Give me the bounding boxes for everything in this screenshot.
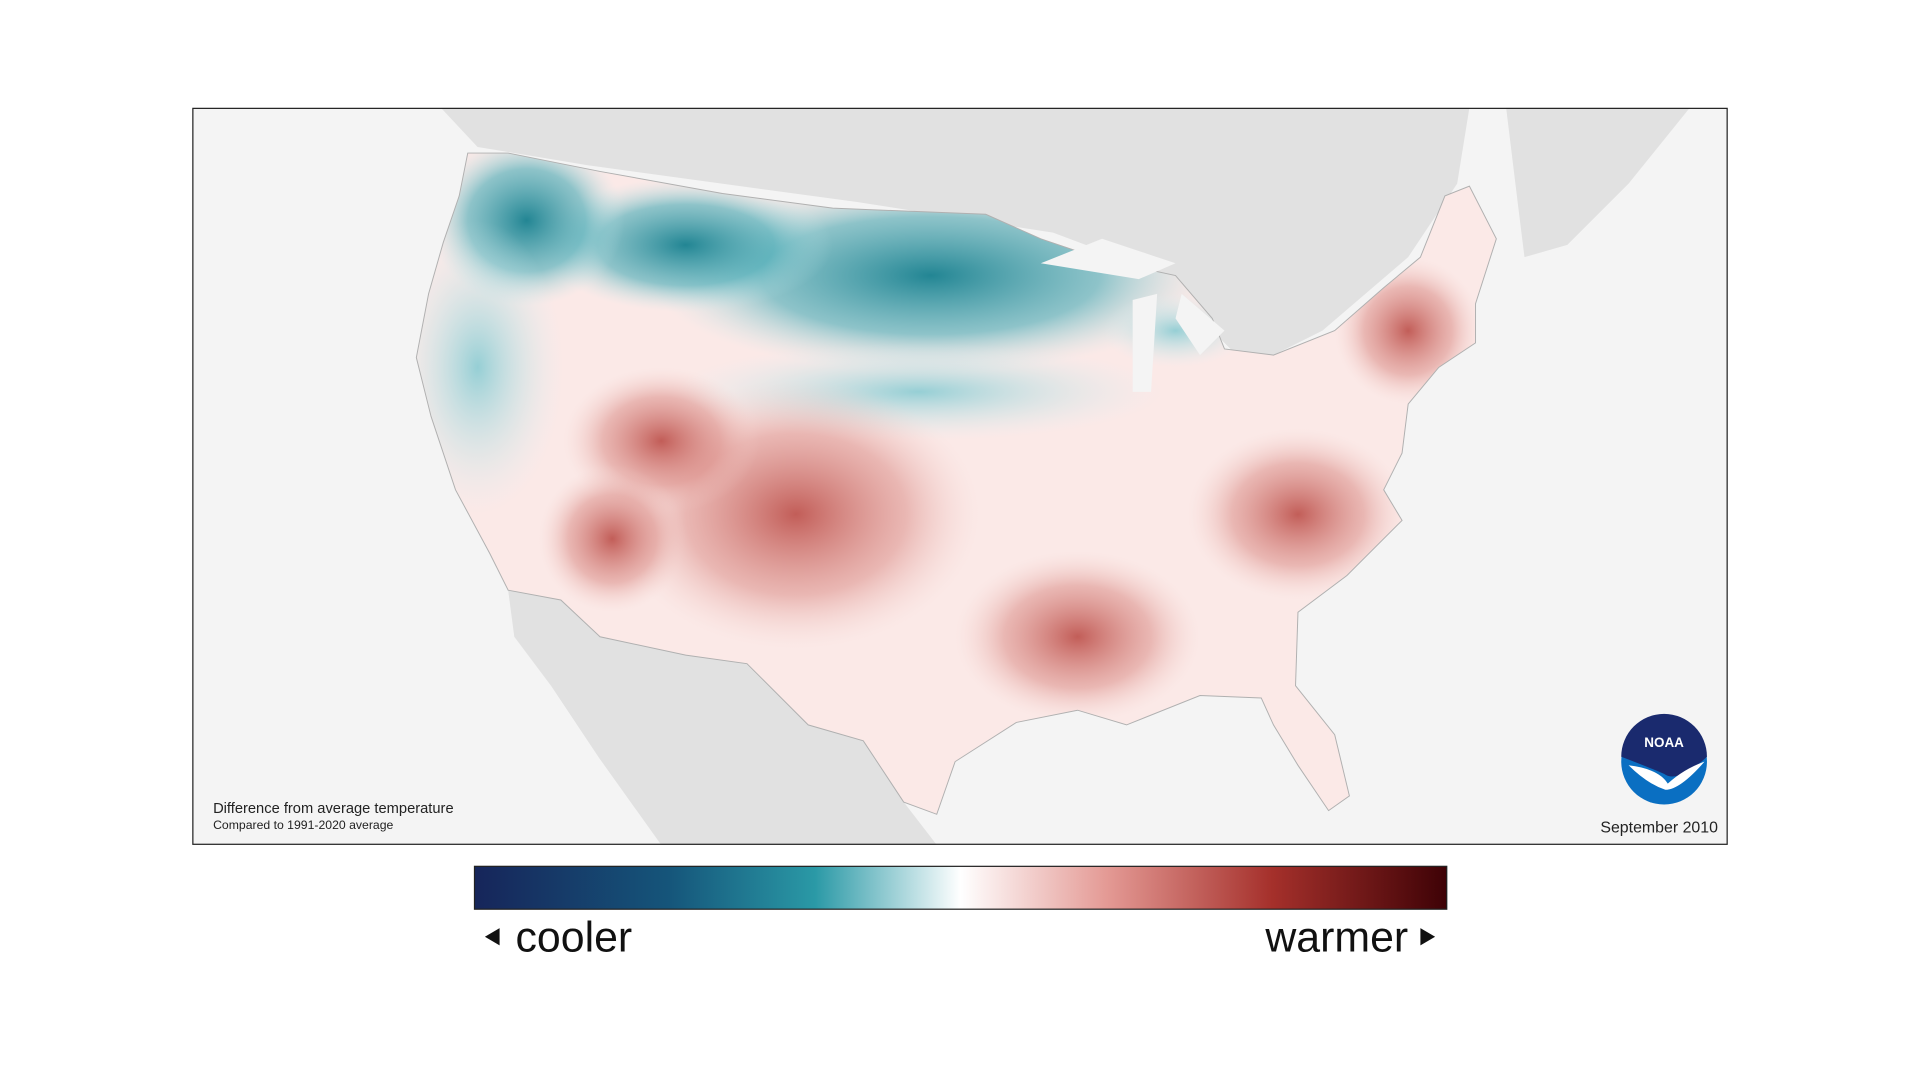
legend-low: cooler: [516, 913, 633, 961]
color-bar: [473, 865, 1448, 910]
canada: [440, 107, 1470, 368]
lake-michigan: [1132, 293, 1158, 392]
caption-title: Difference from average temperature: [213, 801, 454, 817]
mexico: [508, 590, 937, 845]
arrow-right: [1420, 928, 1436, 946]
logo-text: NOAA: [1644, 735, 1684, 750]
caption-subtitle: Compared to 1991-2020 average: [213, 818, 393, 832]
lake-huron: [1175, 293, 1225, 356]
lake-superior: [1040, 238, 1176, 280]
date-label: September 2010: [1600, 820, 1718, 837]
legend-high: warmer: [1264, 913, 1408, 961]
canada-east: [1506, 107, 1690, 258]
map-frame: [192, 107, 1728, 845]
arrow-left: [484, 928, 500, 946]
noaa-logo: NOAA: [1621, 713, 1707, 805]
map-layer: Difference from average temperature Comp…: [192, 107, 1728, 961]
